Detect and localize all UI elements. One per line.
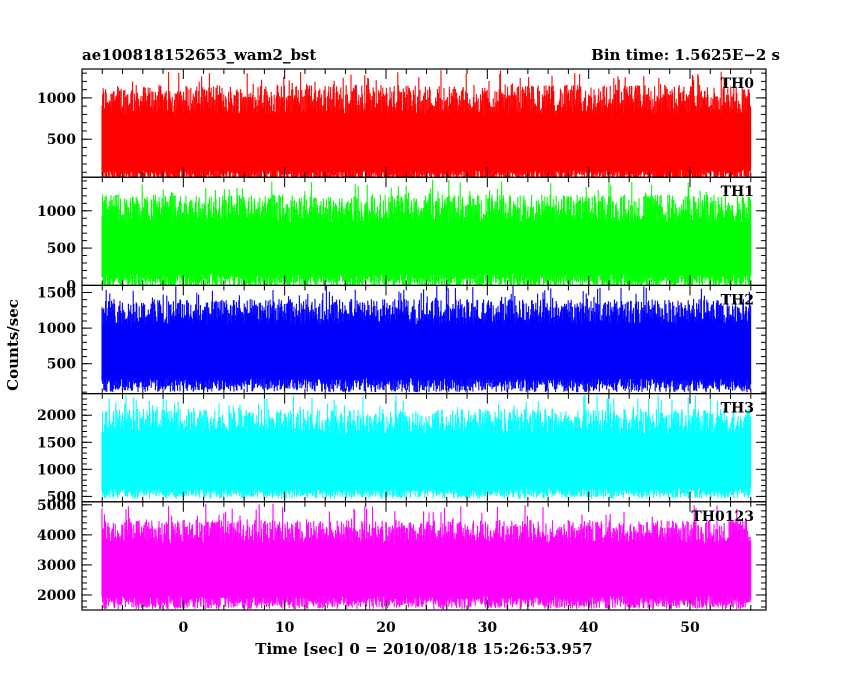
series-line-th3 [101, 395, 752, 499]
series-line-th2 [101, 285, 752, 393]
y-tick-label: 1500 [37, 286, 76, 302]
y-tick-label: 500 [47, 357, 76, 373]
x-tick-label: 0 [178, 620, 188, 636]
y-tick-label: 2000 [37, 588, 76, 604]
y-axis-label: Counts/sec [4, 299, 22, 391]
y-tick-label: 0 [66, 278, 76, 294]
series-label-th3: TH3 [721, 401, 754, 417]
panel-th1: 0 500 1000 TH1 [37, 176, 767, 294]
series-label-th0: TH0 [721, 76, 755, 92]
series-line-th0 [101, 70, 752, 178]
x-tick-label: 30 [478, 620, 498, 636]
panels-group: 500 1000 TH0 0 500 1000 TH1 500 1000 1500 TH2 500 10… [37, 68, 767, 611]
y-tick-label: 4000 [37, 528, 76, 544]
panel-th3: 500 1000 1500 2000 TH3 [37, 393, 767, 505]
y-tick-label: 1000 [37, 204, 76, 220]
y-tick-label: 500 [47, 132, 76, 148]
panel-th0123: 2000 3000 4000 5000 TH0123 [37, 498, 767, 611]
series-line-th1 [101, 179, 752, 286]
series-line-th0123 [101, 503, 752, 610]
chart-title-left: ae100818152653_wam2_bst [82, 46, 316, 64]
y-tick-label: 500 [47, 489, 76, 505]
x-axis-label: Time [sec] 0 = 2010/08/18 15:26:53.957 [255, 640, 592, 658]
y-tick-label: 3000 [37, 558, 76, 574]
panel-th2: 500 1000 1500 TH2 [37, 284, 767, 395]
x-tick-label: 10 [275, 620, 295, 636]
series-label-th1: TH1 [721, 184, 754, 200]
y-tick-label: 1500 [37, 435, 76, 451]
y-tick-label: 1000 [37, 462, 76, 478]
chart-title-right: Bin time: 1.5625E−2 s [591, 46, 780, 64]
y-tick-label: 500 [47, 241, 76, 257]
panel-th0: 500 1000 TH0 [37, 68, 767, 178]
series-label-th2: TH2 [721, 292, 754, 308]
x-tick-label: 20 [376, 620, 396, 636]
y-tick-label: 2000 [37, 408, 76, 424]
x-tick-label: 50 [680, 620, 700, 636]
x-axis: 0 10 20 30 40 50 [178, 620, 700, 636]
y-tick-label: 5000 [37, 498, 76, 514]
y-tick-label: 1000 [37, 321, 76, 337]
y-tick-label: 1000 [37, 91, 76, 107]
panel-frame [81, 501, 767, 611]
series-label-th0123: TH0123 [691, 509, 754, 525]
x-tick-label: 40 [579, 620, 599, 636]
